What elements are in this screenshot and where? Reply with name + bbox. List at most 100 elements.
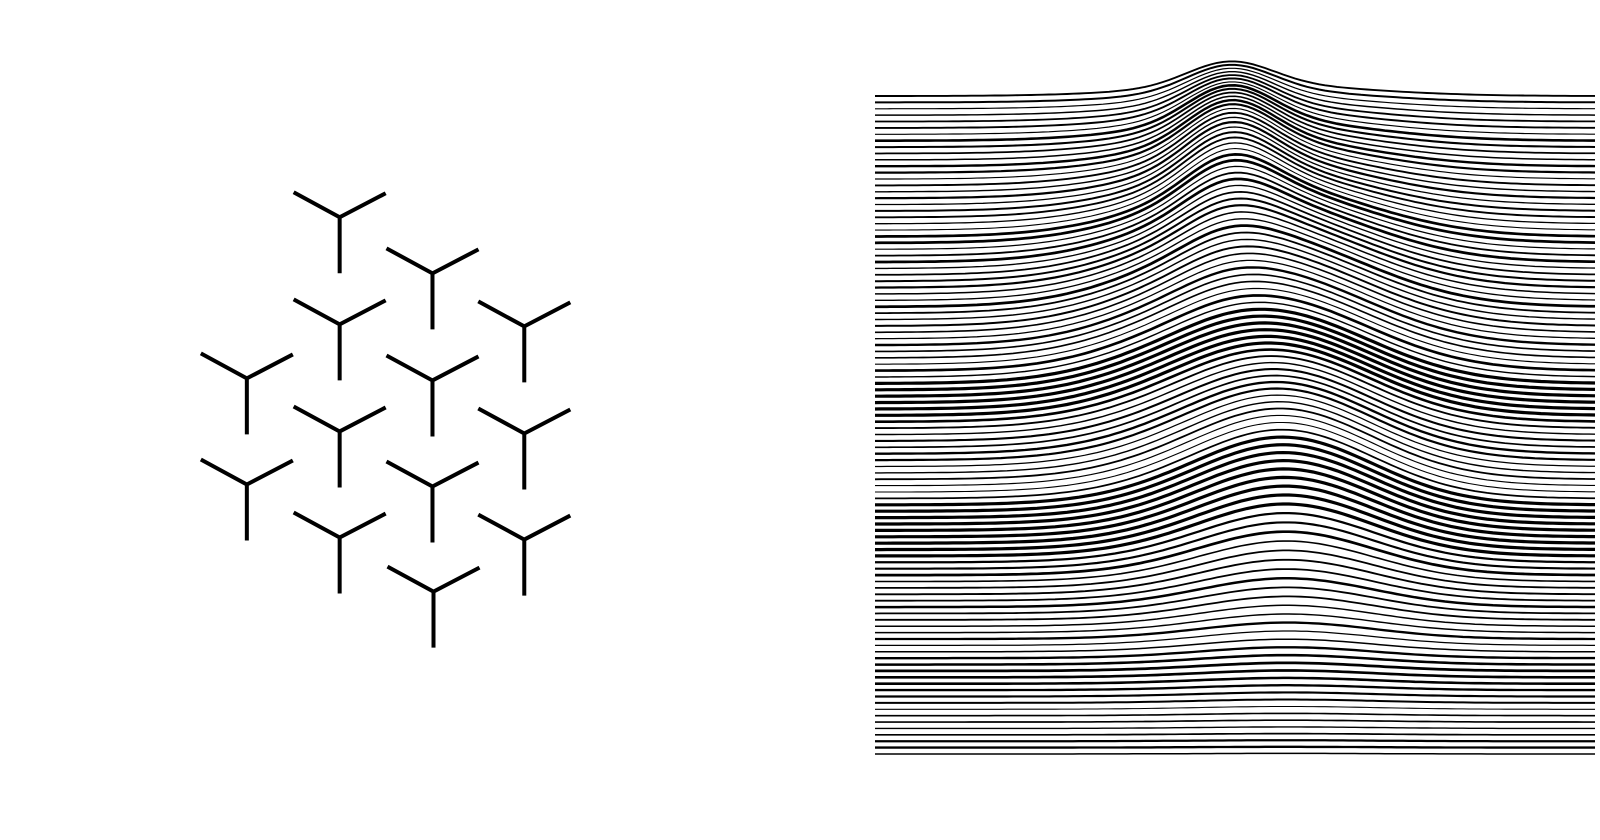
relief-line [875,732,1595,736]
relief-line [875,171,1596,257]
relief-line [875,63,1595,104]
relief-line [875,238,1596,321]
relief-line [875,301,1596,378]
y-shape [385,246,480,330]
relief-line [874,204,1596,289]
relief-line [875,98,1596,168]
relief-line [875,165,1595,250]
relief-line [875,60,1595,97]
relief-line [875,348,1596,423]
relief-line [875,361,1596,436]
y-shape [199,351,294,435]
relief-line [875,458,1595,526]
relief-line [875,70,1596,116]
relief-line [874,407,1595,481]
relief-line [875,252,1596,334]
relief-line [874,120,1596,200]
relief-line [875,604,1595,627]
relief-line [874,586,1595,615]
relief-line [875,493,1595,552]
relief-line [875,745,1595,749]
relief-line [875,211,1596,295]
relief-line [875,231,1596,314]
relief-line [875,726,1595,730]
relief-line [875,540,1595,583]
y-shape [385,459,480,543]
y-shape [292,190,387,274]
relief-line [875,126,1595,206]
relief-line [875,752,1595,755]
relief-line [875,387,1595,462]
relief-line [875,435,1595,507]
relief-line [875,314,1596,392]
relief-line [875,87,1596,149]
relief-line [875,621,1595,641]
relief-line [875,568,1595,602]
y-shape [477,512,572,596]
relief-line [875,712,1595,717]
relief-line [875,218,1596,301]
relief-line [875,368,1596,442]
relief-line [875,107,1595,180]
relief-line [874,158,1596,245]
relief-line [875,443,1595,513]
relief-line [875,81,1595,135]
y-shape-pattern [199,190,572,648]
relief-line [875,646,1595,660]
y-shape [292,404,387,488]
relief-line [875,676,1595,685]
relief-line [875,380,1596,455]
relief-line [875,530,1595,577]
relief-line [875,74,1595,123]
y-shape [292,510,387,594]
relief-line [875,341,1596,417]
relief-line [875,153,1596,238]
relief-line [875,428,1595,500]
relief-line [875,355,1596,430]
relief-line [875,691,1595,698]
relief-line [875,394,1595,468]
relief-line [875,613,1595,634]
relief-line [874,259,1596,340]
relief-line [875,719,1595,723]
relief-line [875,577,1595,609]
relief-line [875,467,1595,532]
relief-line [875,266,1596,347]
relief-line [875,177,1596,264]
relief-line [875,661,1595,673]
relief-line [875,484,1595,545]
relief-line [875,653,1595,666]
relief-line [875,698,1595,704]
relief-line [875,414,1595,487]
relief-line [875,321,1596,398]
relief-line [875,374,1596,449]
relief-line [875,549,1595,589]
relief-line [875,67,1595,110]
relief-line [875,511,1595,564]
relief-line [875,475,1595,539]
relief-line [875,103,1596,174]
y-shape [477,299,572,383]
relief-line [875,684,1595,692]
relief-line [875,136,1596,219]
relief-line [875,142,1595,225]
relief-line [875,739,1595,743]
y-shape [385,353,480,437]
relief-line [875,521,1595,570]
relief-line [875,245,1596,327]
relief-line [874,328,1596,405]
relief-line [875,95,1595,161]
relief-line [875,595,1595,621]
relief-line [875,224,1595,309]
relief-line [875,421,1595,493]
relief-line [875,116,1596,193]
relief-line [875,273,1596,353]
relief-line [875,400,1595,474]
relief-line [875,558,1595,596]
relief-line [875,111,1595,187]
y-shape [199,457,294,541]
relief-line [875,705,1595,710]
relief-line [875,630,1595,647]
